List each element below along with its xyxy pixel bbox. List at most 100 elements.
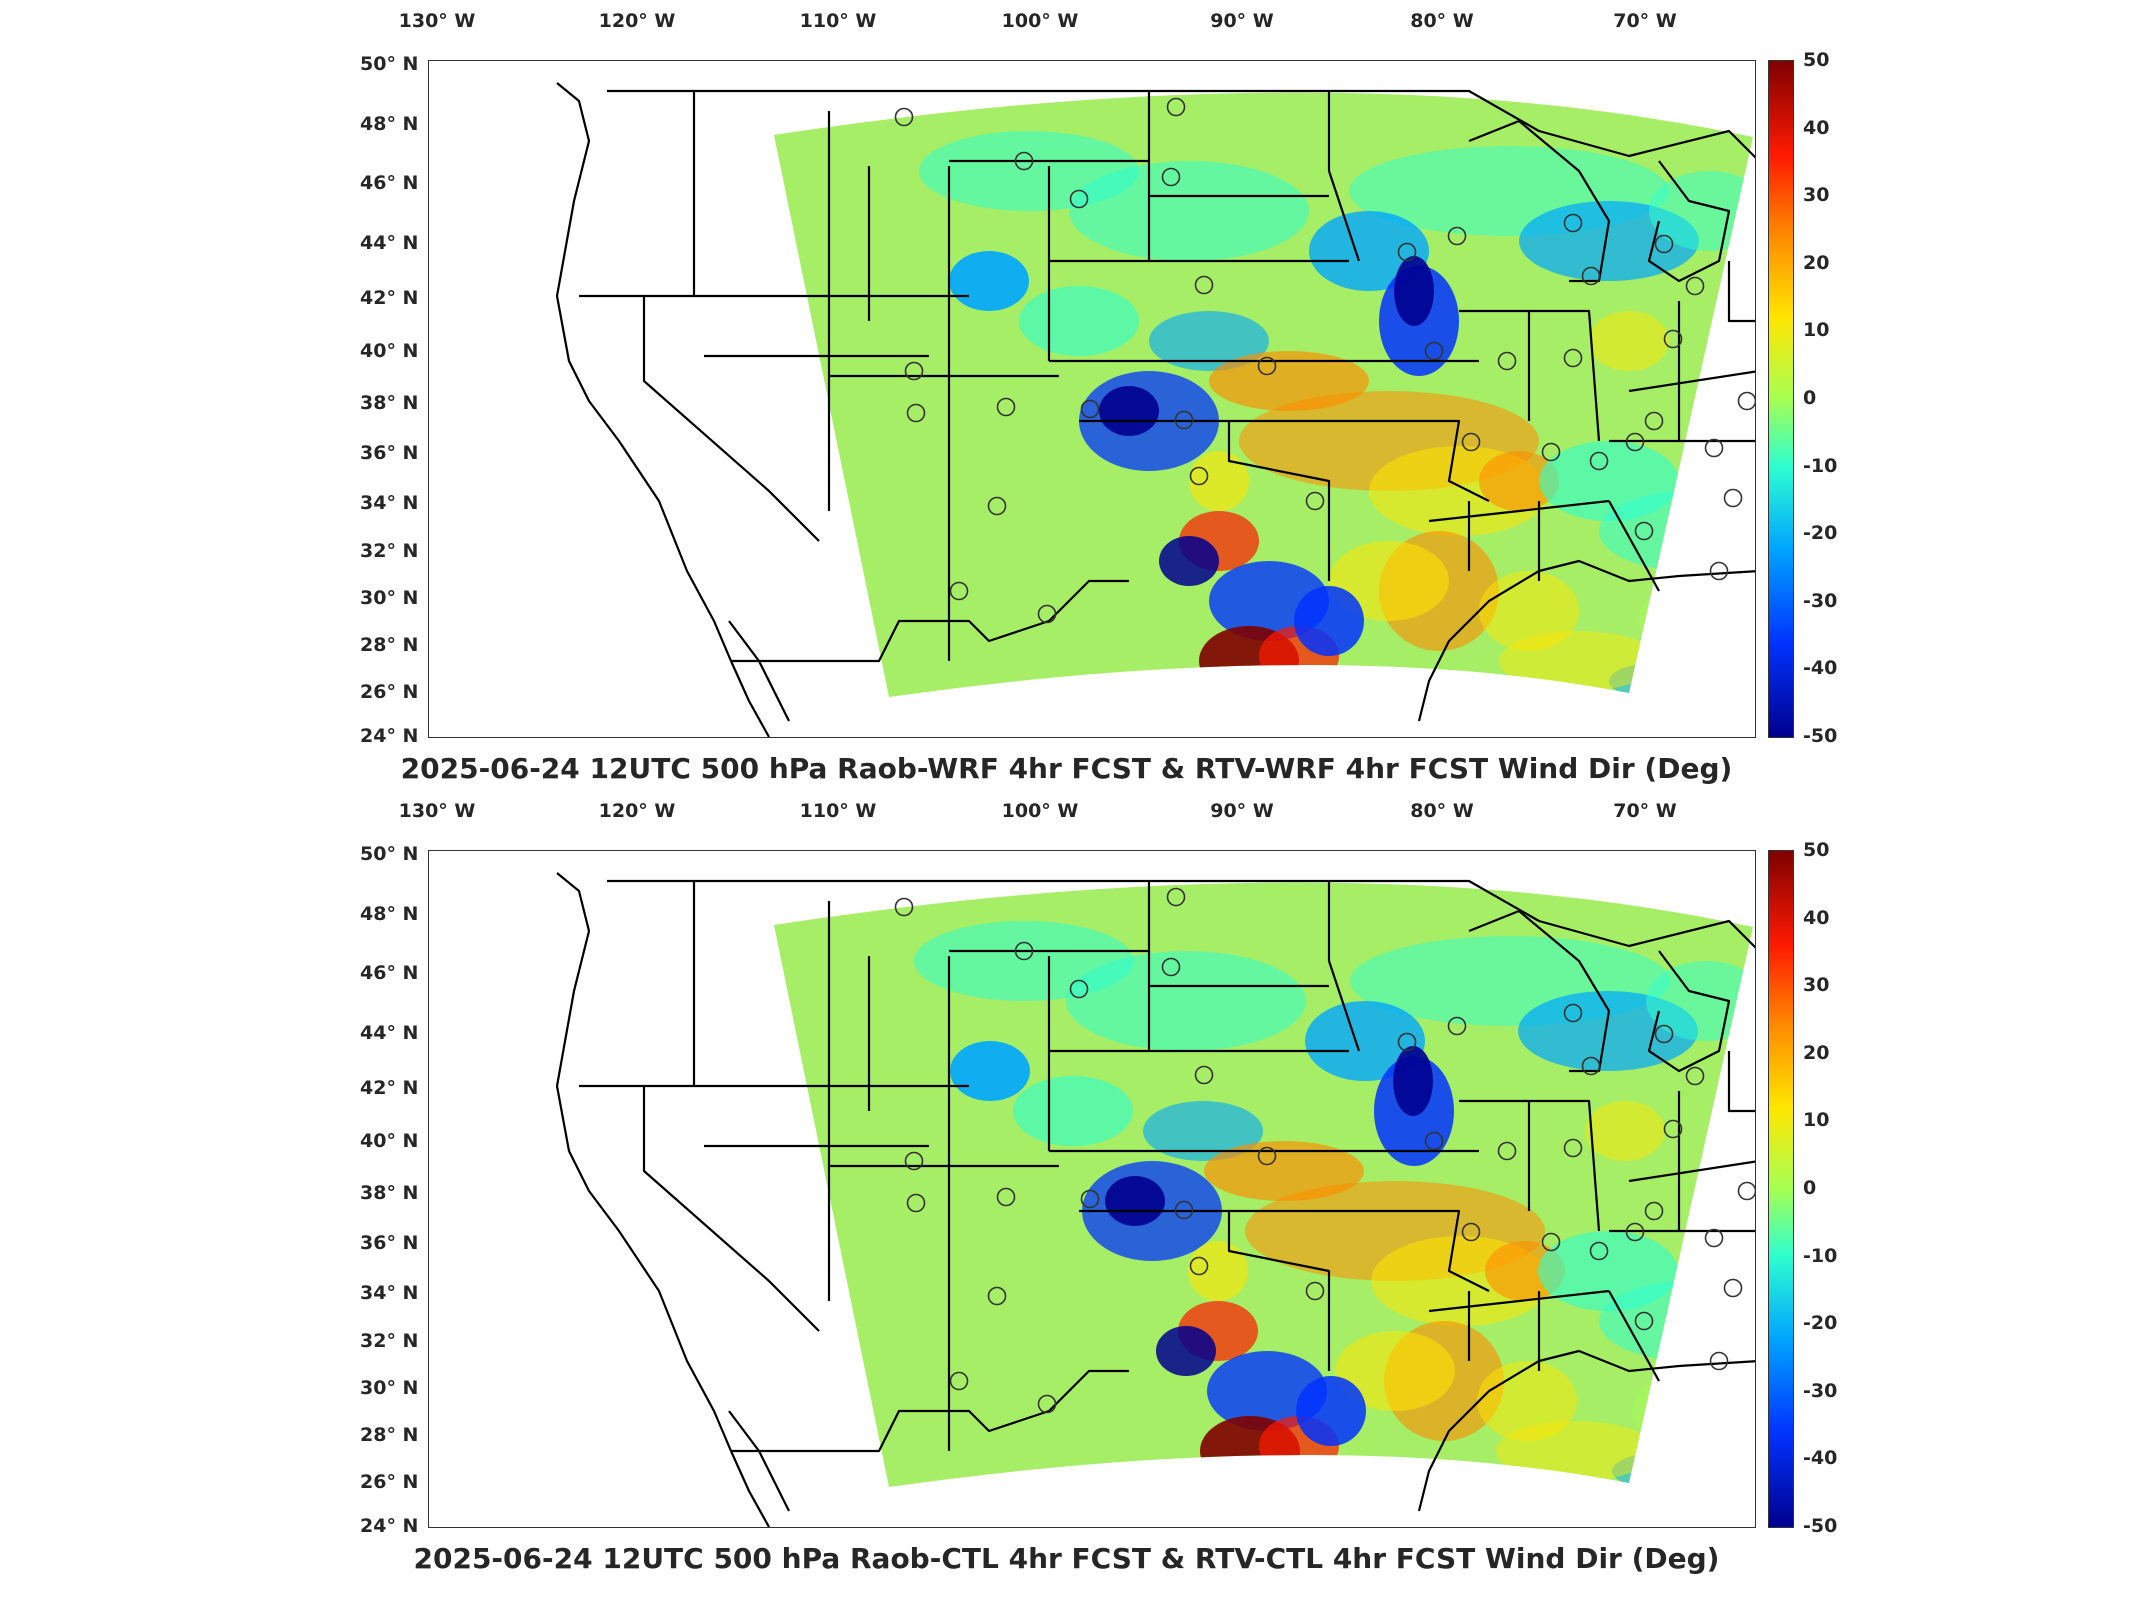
raob-station-marker — [1189, 1256, 1209, 1276]
latitude-label: 48° N — [360, 113, 419, 135]
raob-station-marker — [1654, 234, 1674, 254]
colorbar-tick-label: 40 — [1803, 907, 1830, 929]
colorbar-tick-label: 50 — [1803, 839, 1830, 861]
raob-station-marker — [996, 1187, 1016, 1207]
raob-station-marker — [1447, 226, 1467, 246]
raob-station-marker — [1663, 1119, 1683, 1139]
map-frame — [428, 850, 1756, 1528]
raob-station-marker — [1161, 167, 1181, 187]
colorbar-tick-label: 0 — [1803, 1177, 1817, 1199]
longitude-label: 90° W — [1210, 800, 1274, 822]
raob-station-marker — [1257, 356, 1277, 376]
raob-station-marker — [1461, 432, 1481, 452]
raob-station-marker — [1189, 466, 1209, 486]
raob-station-marker — [1589, 1241, 1609, 1261]
longitude-label: 120° W — [598, 10, 676, 32]
map-frame — [428, 60, 1756, 738]
latitude-label: 46° N — [360, 962, 419, 984]
latitude-label: 28° N — [360, 1424, 419, 1446]
raob-station-marker — [1541, 442, 1561, 462]
raob-station-marker — [906, 403, 926, 423]
raob-station-marker — [1704, 1228, 1724, 1248]
bottom-map-panel: 130° W 120° W 110° W 100° W 90° W 80° W 70° W … — [0, 790, 2133, 1580]
raob-station-marker — [1704, 438, 1724, 458]
raob-station-marker — [1709, 1351, 1729, 1371]
latitude-label: 46° N — [360, 172, 419, 194]
longitude-label: 70° W — [1613, 800, 1677, 822]
latitude-label: 42° N — [360, 287, 419, 309]
raob-station-marker — [904, 1151, 924, 1171]
raob-station-marker — [1166, 887, 1186, 907]
raob-station-marker — [1037, 604, 1057, 624]
raob-station-marker — [1563, 213, 1583, 233]
latitude-label: 34° N — [360, 1282, 419, 1304]
raob-station-marker — [1174, 1200, 1194, 1220]
raob-station-marker — [1723, 1278, 1743, 1298]
raob-station-marker — [949, 1371, 969, 1391]
raob-station-marker — [1685, 276, 1705, 296]
raob-station-markers — [894, 97, 1755, 624]
colorbar-tick-label: 20 — [1803, 252, 1830, 274]
raob-station-marker — [1563, 348, 1583, 368]
colorbar-tick-label: -40 — [1803, 657, 1838, 679]
panel-title: 2025-06-24 12UTC 500 hPa Raob-WRF 4hr FC… — [400, 752, 1733, 785]
raob-station-marker — [894, 107, 914, 127]
raob-station-marker — [1174, 410, 1194, 430]
raob-station-marker — [1014, 941, 1034, 961]
latitude-label: 38° N — [360, 392, 419, 414]
colorbar-tick-label: 10 — [1803, 319, 1830, 341]
raob-station-marker — [1037, 1394, 1057, 1414]
raob-station-marker — [904, 361, 924, 381]
longitude-label: 90° W — [1210, 10, 1274, 32]
wind-direction-map — [555, 872, 1755, 1527]
longitude-label: 80° W — [1410, 10, 1474, 32]
wind-direction-map — [555, 82, 1755, 737]
raob-station-marker — [1069, 189, 1089, 209]
raob-station-marker — [1257, 1146, 1277, 1166]
raob-station-marker — [1644, 411, 1664, 431]
latitude-label: 24° N — [360, 725, 419, 747]
state-boundaries — [555, 872, 1755, 1527]
raob-station-marker — [1685, 1066, 1705, 1086]
colorbar-tick-label: -30 — [1803, 1380, 1838, 1402]
latitude-label: 24° N — [360, 1515, 419, 1537]
longitude-label: 70° W — [1613, 10, 1677, 32]
colorbar-tick-label: 10 — [1803, 1109, 1830, 1131]
raob-station-marker — [1663, 329, 1683, 349]
raob-station-marker — [1014, 151, 1034, 171]
raob-station-marker — [1634, 521, 1654, 541]
longitude-label: 100° W — [1001, 800, 1079, 822]
raob-station-marker — [1644, 1201, 1664, 1221]
longitude-label: 130° W — [398, 800, 476, 822]
colorbar-tick-label: -20 — [1803, 522, 1838, 544]
raob-station-marker — [1737, 391, 1755, 411]
raob-station-marker — [1625, 432, 1645, 452]
colorbar-tick-label: 0 — [1803, 387, 1817, 409]
raob-station-marker — [1305, 1281, 1325, 1301]
latitude-label: 30° N — [360, 587, 419, 609]
panel-title: 2025-06-24 12UTC 500 hPa Raob-CTL 4hr FC… — [413, 1542, 1720, 1575]
raob-station-marker — [1080, 1189, 1100, 1209]
latitude-label: 32° N — [360, 1330, 419, 1352]
latitude-label: 40° N — [360, 1130, 419, 1152]
latitude-label: 36° N — [360, 1232, 419, 1254]
colorbar-tick-label: -30 — [1803, 590, 1838, 612]
raob-station-marker — [1447, 1016, 1467, 1036]
raob-station-marker — [1589, 451, 1609, 471]
colorbar-tick-label: 50 — [1803, 49, 1830, 71]
latitude-label: 26° N — [360, 1471, 419, 1493]
raob-station-marker — [1581, 1056, 1601, 1076]
colorbar — [1768, 60, 1794, 738]
colorbar-tick-label: -50 — [1803, 1515, 1838, 1537]
latitude-label: 36° N — [360, 442, 419, 464]
colorbar-tick-label: -20 — [1803, 1312, 1838, 1334]
raob-station-marker — [1166, 97, 1186, 117]
raob-station-marker — [996, 397, 1016, 417]
raob-station-marker — [1305, 491, 1325, 511]
latitude-label: 42° N — [360, 1077, 419, 1099]
raob-station-markers — [894, 887, 1755, 1414]
latitude-label: 44° N — [360, 232, 419, 254]
longitude-label: 120° W — [598, 800, 676, 822]
raob-station-marker — [1654, 1024, 1674, 1044]
raob-station-marker — [1194, 275, 1214, 295]
